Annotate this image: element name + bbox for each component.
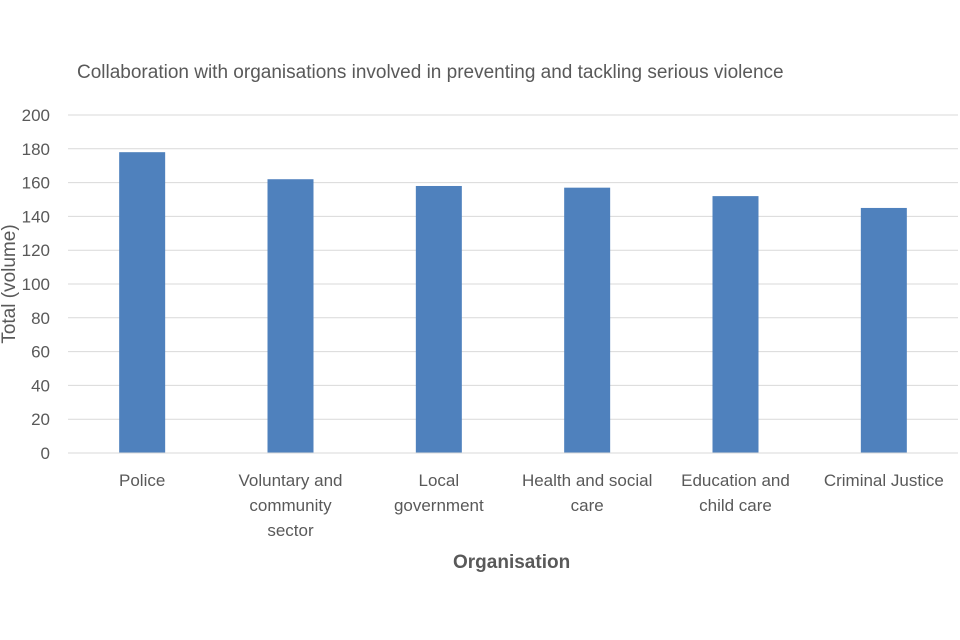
y-tick-label: 40 xyxy=(31,376,50,395)
x-tick-label: Local government xyxy=(394,471,484,515)
x-tick-label: Voluntary and community sector xyxy=(239,471,343,540)
y-tick-label: 180 xyxy=(22,140,50,159)
x-tick-label: Education and child care xyxy=(681,471,790,515)
y-tick-label: 20 xyxy=(31,410,50,429)
bar xyxy=(415,185,462,454)
x-tick-label: Health and social care xyxy=(522,471,652,515)
x-axis-title: Organisation xyxy=(453,552,571,573)
y-tick-label: 120 xyxy=(22,241,50,260)
bar xyxy=(712,196,759,453)
bar xyxy=(564,187,611,454)
y-tick-label: 100 xyxy=(22,275,50,294)
y-tick-label: 200 xyxy=(22,106,50,125)
y-tick-label: 60 xyxy=(31,343,50,362)
y-tick-label: 80 xyxy=(31,309,50,328)
bar xyxy=(860,207,907,453)
x-tick-label: Criminal Justice xyxy=(824,471,944,490)
bar xyxy=(267,179,314,453)
y-tick-label: 140 xyxy=(22,207,50,226)
y-tick-label: 160 xyxy=(22,174,50,193)
y-tick-label: 0 xyxy=(41,444,50,463)
bar xyxy=(119,152,166,453)
chart-title: Collaboration with organisations involve… xyxy=(77,62,784,83)
x-tick-label: Police xyxy=(119,471,165,490)
